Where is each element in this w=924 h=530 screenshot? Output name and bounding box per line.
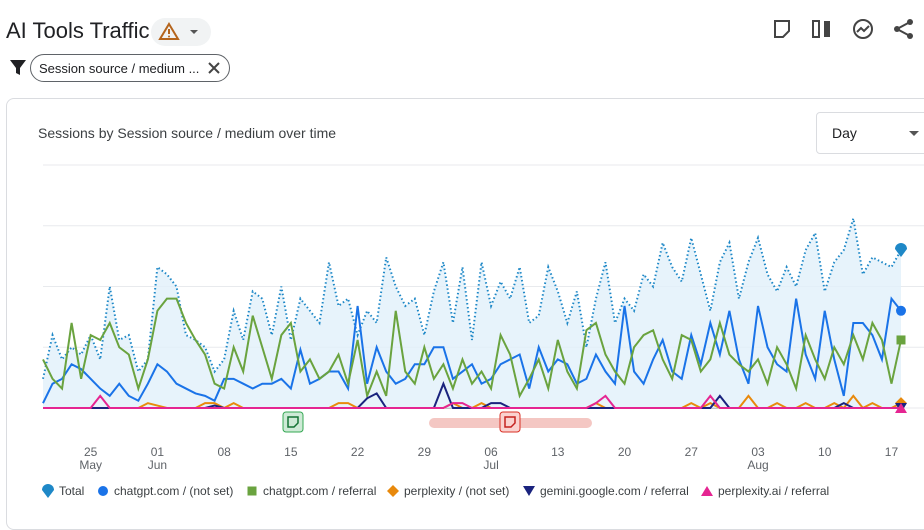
legend-marker [42, 484, 54, 498]
legend-marker [523, 486, 535, 496]
remove-filter[interactable] [207, 61, 221, 75]
chart: 25 May 01 Jun 08 15 22 29 06 Jul 13 20 27 03 Aug 10 17 To… [42, 164, 924, 498]
end-marker [895, 243, 907, 258]
legend-label: gemini.google.com / referral [540, 484, 689, 498]
granularity-value: Day [832, 125, 857, 141]
legend-marker [247, 486, 257, 496]
legend-marker [701, 486, 713, 496]
end-marker [896, 335, 906, 345]
toolbar [774, 19, 913, 39]
card-title: Sessions by Session source / medium over… [38, 125, 337, 141]
compare-button[interactable] [812, 20, 830, 38]
series-line [42, 296, 902, 404]
legend-marker [387, 485, 399, 497]
legend-label: perplexity.ai / referral [718, 484, 829, 498]
annotation-note[interactable] [282, 411, 304, 433]
x-tick-label: 17 [885, 445, 899, 459]
x-tick-label: 29 [418, 445, 432, 459]
filter-icon [10, 60, 26, 75]
page: AI Tools Traffic Session source / medium… [6, 18, 924, 530]
x-tick-label: 03 Aug [747, 445, 768, 472]
granularity-select[interactable]: Day [816, 112, 924, 154]
legend-marker [98, 486, 108, 496]
dropdown-arrow [909, 131, 919, 136]
legend-label: chatgpt.com / (not set) [114, 484, 233, 498]
end-marker [896, 305, 906, 316]
filter-text: Session source / medium ... [39, 61, 200, 76]
annotation-note[interactable] [499, 411, 521, 433]
insights-button[interactable] [853, 19, 873, 39]
x-tick-label: 06 Jul [483, 445, 498, 472]
x-tick-label: 10 [818, 445, 832, 459]
end-marker [895, 403, 907, 413]
share-button[interactable] [894, 19, 913, 39]
x-tick-label: 25 May [79, 445, 102, 472]
legend-label: Total [59, 484, 84, 498]
series-line [43, 394, 901, 409]
legend-label: chatgpt.com / referral [263, 484, 376, 498]
x-tick-label: 13 [551, 445, 565, 459]
x-tick-label: 01 Jun [148, 445, 167, 472]
filter-chip[interactable]: Session source / medium ... [30, 54, 230, 82]
legend-label: perplexity / (not set) [404, 484, 509, 498]
series-line [42, 218, 902, 380]
warning-icon [158, 22, 198, 40]
report-title: AI Tools Traffic [6, 18, 150, 43]
area [43, 218, 901, 408]
x-tick-label: 15 [284, 445, 298, 459]
x-tick-label: 27 [685, 445, 699, 459]
x-tick-label: 20 [618, 445, 632, 459]
note-button[interactable] [774, 20, 790, 38]
warning-chip[interactable] [151, 18, 211, 46]
x-tick-label: 22 [351, 445, 365, 459]
x-tick-label: 08 [217, 445, 231, 459]
series-line [42, 297, 902, 400]
